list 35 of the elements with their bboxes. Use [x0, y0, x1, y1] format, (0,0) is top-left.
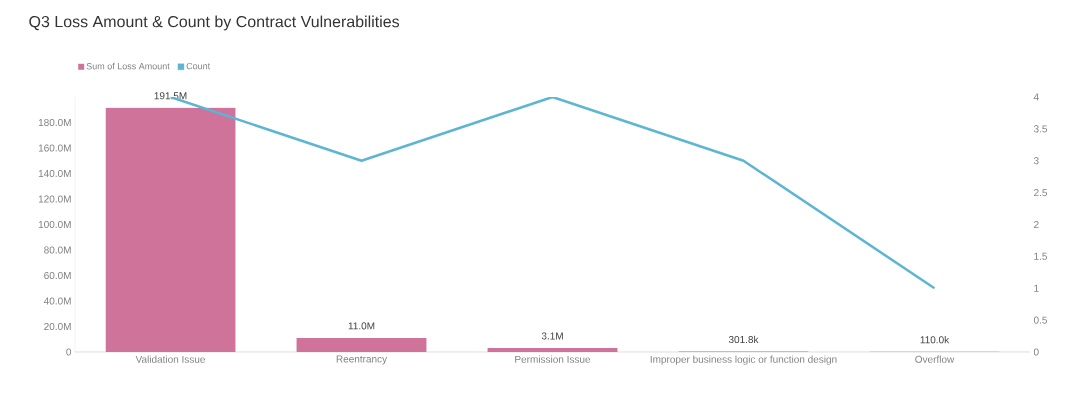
x-tick-label: Validation Issue [135, 355, 205, 363]
legend-label: Count [186, 62, 211, 70]
x-tick-label: Improper business logic or function design [650, 355, 837, 365]
chart-title: Q3 Loss Amount & Count by Contract Vulnerabilities [29, 15, 400, 31]
y-tick-label: 0 [66, 348, 72, 356]
bar [487, 348, 618, 352]
data-label: 11.0M [348, 322, 375, 330]
data-label: 191.5M [154, 92, 187, 100]
y2-tick-label: 0 [1033, 348, 1039, 356]
x-tick-label: Reentrancy [336, 355, 388, 365]
y2-tick-label: 3.5 [1033, 125, 1048, 133]
y2-tick-label: 0.5 [1033, 316, 1048, 324]
data-label: 3.1M [541, 332, 563, 340]
y-tick-label: 160.0M [38, 144, 71, 152]
y2-tick-label: 3 [1033, 157, 1039, 165]
y2-tick-label: 4 [1033, 93, 1039, 101]
bar [296, 337, 427, 352]
x-tick-label: Overflow [915, 355, 955, 363]
legend-label: Sum of Loss Amount [86, 62, 170, 70]
y-tick-label: 120.0M [38, 195, 71, 203]
y2-tick-label: 1.5 [1034, 252, 1048, 260]
data-label: 301.8k [728, 335, 759, 344]
y2-tick-label: 2 [1034, 221, 1039, 228]
y-tick-label: 20.0M [44, 322, 71, 331]
data-label: 110.0k [920, 335, 950, 344]
x-tick-label: Permission Issue [515, 355, 591, 363]
y-tick-label: 40.0M [43, 297, 71, 305]
y-tick-label: 180.0M [38, 118, 71, 127]
y-tick-label: 140.0M [38, 169, 71, 178]
y-tick-label: 100.0M [38, 220, 71, 229]
y2-tick-label: 2.5 [1034, 189, 1048, 197]
y-tick-label: 80.0M [44, 246, 71, 254]
y-tick-label: 60.0M [44, 271, 71, 280]
y2-tick-label: 1 [1034, 284, 1039, 292]
bar [105, 107, 236, 352]
